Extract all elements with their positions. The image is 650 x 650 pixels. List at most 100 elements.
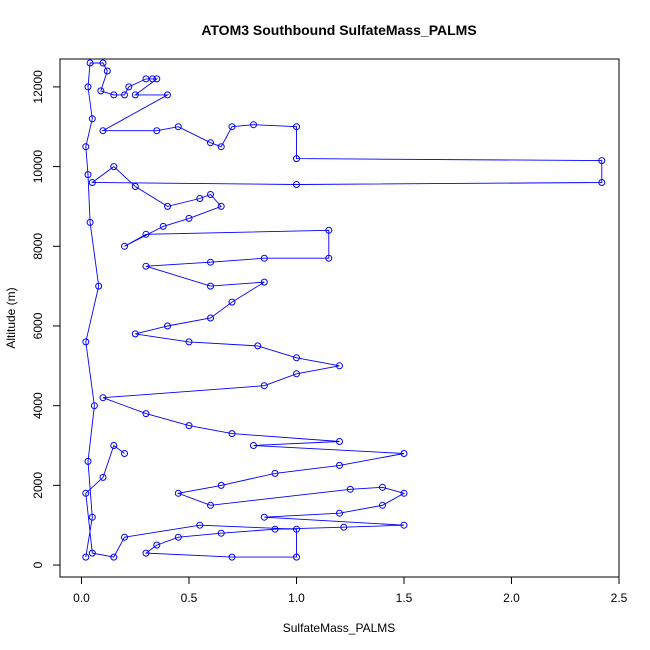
data-point xyxy=(110,91,118,99)
data-point xyxy=(185,214,193,222)
data-point xyxy=(99,127,107,135)
x-axis: 0.0 0.5 1.0 1.5 2.0 2.5 xyxy=(73,577,628,605)
data-point xyxy=(325,254,333,262)
data-point xyxy=(325,226,333,234)
data-point xyxy=(293,354,300,362)
y-tick-label: 4000 xyxy=(31,392,45,419)
data-point xyxy=(207,314,214,322)
data-point xyxy=(86,218,94,226)
y-tick-label: 8000 xyxy=(31,233,45,260)
data-point xyxy=(82,553,90,561)
data-point xyxy=(346,485,354,493)
data-point xyxy=(142,410,150,418)
x-tick-label: 1.0 xyxy=(288,591,305,605)
data-point xyxy=(228,430,236,438)
data-point xyxy=(293,553,300,561)
data-point xyxy=(260,254,268,262)
data-point xyxy=(153,127,161,135)
data-point xyxy=(86,59,94,67)
data-point xyxy=(90,402,98,410)
x-tick-label: 2.0 xyxy=(503,591,520,605)
data-point xyxy=(196,195,204,202)
data-point xyxy=(207,258,214,266)
data-point xyxy=(110,163,118,171)
data-point xyxy=(95,282,103,290)
data-point xyxy=(103,67,111,75)
x-tick-label: 2.5 xyxy=(611,591,628,605)
data-point xyxy=(131,330,139,338)
data-point xyxy=(164,91,171,99)
data-point xyxy=(174,123,182,131)
data-point xyxy=(217,143,225,151)
y-tick-label: 12000 xyxy=(31,70,45,104)
data-point xyxy=(379,501,386,509)
data-point xyxy=(164,202,171,210)
data-point xyxy=(185,422,193,430)
y-tick-label: 6000 xyxy=(31,312,45,339)
data-point xyxy=(293,155,300,163)
x-tick-label: 0.0 xyxy=(73,591,90,605)
data-point xyxy=(121,91,128,99)
data-point xyxy=(196,521,204,529)
data-point xyxy=(84,83,92,91)
series-line xyxy=(85,62,603,558)
data-point xyxy=(99,59,107,67)
data-series xyxy=(82,59,606,561)
data-point xyxy=(174,533,182,541)
data-point xyxy=(110,442,118,449)
data-point xyxy=(400,450,408,457)
data-point xyxy=(207,191,214,198)
y-tick-label: 2000 xyxy=(31,472,45,499)
data-point xyxy=(142,230,150,238)
data-point xyxy=(228,553,236,561)
x-tick-label: 1.5 xyxy=(396,591,413,605)
data-point xyxy=(379,483,386,491)
data-point xyxy=(84,457,92,465)
data-point xyxy=(131,91,139,99)
data-point xyxy=(82,338,90,346)
data-point xyxy=(88,513,96,521)
data-point xyxy=(125,83,133,91)
data-point xyxy=(121,450,128,457)
data-point xyxy=(400,521,408,529)
data-point xyxy=(88,115,96,123)
data-point xyxy=(271,525,279,533)
data-point xyxy=(250,442,257,449)
data-point xyxy=(110,553,118,561)
x-tick-label: 0.5 xyxy=(181,591,198,605)
data-point xyxy=(293,181,300,188)
data-point xyxy=(82,489,90,497)
data-point xyxy=(598,179,606,186)
data-point xyxy=(336,461,343,469)
data-point xyxy=(88,549,96,557)
data-point xyxy=(207,282,214,290)
data-point xyxy=(293,525,300,533)
data-point xyxy=(121,533,128,541)
data-point xyxy=(131,183,139,190)
data-point xyxy=(88,179,96,186)
data-point xyxy=(174,489,182,497)
data-point xyxy=(149,75,156,83)
data-point xyxy=(217,202,225,210)
data-point xyxy=(84,171,92,179)
data-point xyxy=(99,394,107,402)
data-point xyxy=(293,370,300,378)
plot-frame xyxy=(59,58,620,578)
data-point xyxy=(153,75,161,83)
data-point xyxy=(97,87,105,95)
y-tick-label: 0 xyxy=(31,561,45,568)
data-point xyxy=(336,362,343,370)
y-axis-label: Altitude (m) xyxy=(4,287,18,348)
data-point xyxy=(250,121,257,129)
y-axis: 0 2000 4000 6000 8000 10000 12000 xyxy=(31,70,60,568)
data-point xyxy=(142,549,150,557)
data-point xyxy=(142,262,150,270)
data-point xyxy=(217,529,225,537)
data-point xyxy=(598,157,606,165)
data-point xyxy=(340,523,348,531)
data-point xyxy=(217,481,225,489)
y-tick-label: 10000 xyxy=(31,150,45,184)
data-point xyxy=(260,382,268,390)
data-point xyxy=(260,278,268,286)
